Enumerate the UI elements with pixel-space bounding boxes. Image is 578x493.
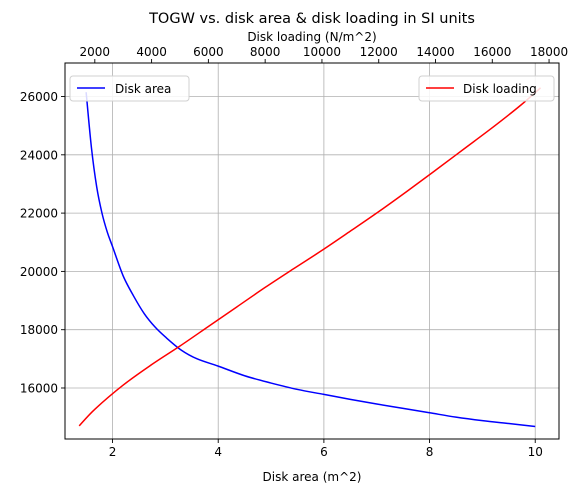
top-axis-label: Disk loading (N/m^2)	[247, 30, 376, 44]
legend-label-disk-loading: Disk loading	[463, 82, 537, 96]
x2-tick-label: 4000	[136, 45, 167, 59]
x-tick-label: 6	[320, 445, 328, 459]
x2-tick-label: 6000	[193, 45, 224, 59]
x2-tick-label: 12000	[360, 45, 398, 59]
series-line-disk-loading	[78, 87, 542, 427]
y-tick-label: 20000	[20, 265, 58, 279]
legend-box-disk-area	[69, 75, 190, 102]
plot-frame	[64, 62, 560, 440]
x2-tick-label: 14000	[416, 45, 454, 59]
x2-tick-label: 2000	[80, 45, 111, 59]
x-tick-label: 10	[528, 445, 543, 459]
grid	[65, 63, 559, 439]
top-axis: 2000 4000 6000 8000 10000 12000 14000 16000 1800…	[80, 45, 568, 63]
x2-tick-label: 18000	[530, 45, 568, 59]
x2-tick-label: 10000	[303, 45, 341, 59]
x2-tick-label: 8000	[250, 45, 281, 59]
x2-tick-label: 16000	[473, 45, 511, 59]
y-tick-label: 26000	[20, 90, 58, 104]
series-layer	[78, 87, 542, 428]
x-tick-label: 4	[214, 445, 222, 459]
y-tick-label: 22000	[20, 207, 58, 221]
left-axis: 16000 18000 20000 22000 24000 26000	[20, 90, 65, 395]
y-tick-label: 24000	[20, 148, 58, 162]
x-tick-label: 2	[109, 445, 117, 459]
legend-box-disk-loading	[418, 75, 555, 102]
x-tick-label: 8	[426, 445, 434, 459]
legend-label-disk-area: Disk area	[115, 82, 171, 96]
y-tick-label: 18000	[20, 323, 58, 337]
bottom-axis: 2 4 6 8 10	[109, 439, 543, 459]
legend-disk-area: Disk area	[69, 75, 190, 102]
series-line-disk-area	[85, 92, 536, 428]
legend-disk-loading: Disk loading	[418, 75, 555, 102]
chart-title: TOGW vs. disk area & disk loading in SI …	[148, 11, 475, 27]
y-tick-label: 16000	[20, 381, 58, 395]
bottom-axis-label: Disk area (m^2)	[263, 470, 362, 484]
